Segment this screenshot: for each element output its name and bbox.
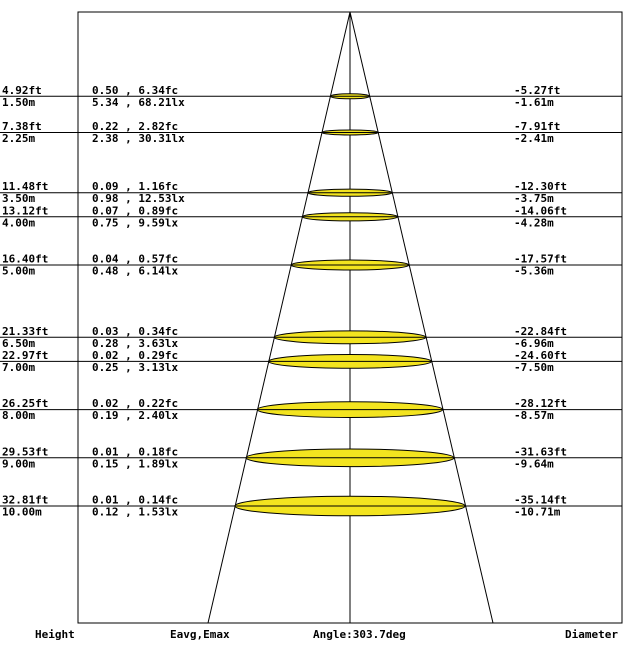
- diam-m-label: -6.96m: [514, 337, 554, 350]
- lx-label: 0.48 , 6.14lx: [92, 265, 178, 278]
- lx-label: 5.34 , 68.21lx: [92, 96, 185, 109]
- diam-m-label: -4.28m: [514, 216, 554, 229]
- lx-label: 0.12 , 1.53lx: [92, 506, 178, 519]
- height-m-label: 7.00m: [2, 361, 35, 374]
- height-m-label: 1.50m: [2, 96, 35, 109]
- height-ft-label: 26.25ft: [2, 397, 48, 410]
- fc-label: 0.01 , 0.14fc: [92, 494, 178, 507]
- lx-label: 0.28 , 3.63lx: [92, 337, 178, 350]
- lx-label: 0.98 , 12.53lx: [92, 192, 185, 205]
- cone-left-edge: [207, 11, 351, 624]
- diam-ft-label: -14.06ft: [514, 204, 567, 217]
- height-m-label: 8.00m: [2, 409, 35, 422]
- height-ft-label: 11.48ft: [2, 180, 48, 193]
- fc-label: 0.22 , 2.82fc: [92, 120, 178, 133]
- fc-label: 0.07 , 0.89fc: [92, 204, 178, 217]
- lx-label: 0.15 , 1.89lx: [92, 457, 178, 470]
- footer-eavg-emax: Eavg,Emax: [170, 628, 230, 641]
- diam-ft-label: -17.57ft: [514, 253, 567, 266]
- lx-label: 0.25 , 3.13lx: [92, 361, 178, 374]
- diam-ft-label: -22.84ft: [514, 325, 567, 338]
- lx-label: 0.19 , 2.40lx: [92, 409, 178, 422]
- diam-ft-label: -12.30ft: [514, 180, 567, 193]
- lx-label: 2.38 , 30.31lx: [92, 132, 185, 145]
- diam-m-label: -7.50m: [514, 361, 554, 374]
- diam-ft-label: -28.12ft: [514, 397, 567, 410]
- height-ft-label: 4.92ft: [2, 84, 42, 97]
- fc-label: 0.01 , 0.18fc: [92, 445, 178, 458]
- fc-label: 0.02 , 0.29fc: [92, 349, 178, 362]
- height-m-label: 5.00m: [2, 265, 35, 278]
- height-m-label: 3.50m: [2, 192, 35, 205]
- diam-ft-label: -24.60ft: [514, 349, 567, 362]
- height-ft-label: 13.12ft: [2, 204, 48, 217]
- fc-label: 0.09 , 1.16fc: [92, 180, 178, 193]
- height-m-label: 9.00m: [2, 457, 35, 470]
- diam-m-label: -5.36m: [514, 265, 554, 278]
- footer-height: Height: [35, 628, 75, 641]
- fc-label: 0.03 , 0.34fc: [92, 325, 178, 338]
- height-ft-label: 32.81ft: [2, 494, 48, 507]
- diam-m-label: -3.75m: [514, 192, 554, 205]
- lx-label: 0.75 , 9.59lx: [92, 216, 178, 229]
- height-m-label: 6.50m: [2, 337, 35, 350]
- height-m-label: 10.00m: [2, 506, 42, 519]
- diam-ft-label: -31.63ft: [514, 445, 567, 458]
- cone-right-edge: [349, 11, 494, 624]
- footer-diameter: Diameter: [565, 628, 618, 641]
- diam-m-label: -2.41m: [514, 132, 554, 145]
- height-ft-label: 29.53ft: [2, 445, 48, 458]
- height-ft-label: 16.40ft: [2, 253, 48, 266]
- diam-ft-label: -35.14ft: [514, 494, 567, 507]
- height-ft-label: 7.38ft: [2, 120, 42, 133]
- fc-label: 0.04 , 0.57fc: [92, 253, 178, 266]
- diam-m-label: -10.71m: [514, 506, 561, 519]
- fc-label: 0.50 , 6.34fc: [92, 84, 178, 97]
- height-m-label: 2.25m: [2, 132, 35, 145]
- height-ft-label: 22.97ft: [2, 349, 48, 362]
- diam-m-label: -1.61m: [514, 96, 554, 109]
- diam-m-label: -9.64m: [514, 457, 554, 470]
- diam-ft-label: -5.27ft: [514, 84, 560, 97]
- footer-angle: Angle:303.7deg: [313, 628, 406, 641]
- height-ft-label: 21.33ft: [2, 325, 48, 338]
- diam-m-label: -8.57m: [514, 409, 554, 422]
- fc-label: 0.02 , 0.22fc: [92, 397, 178, 410]
- diam-ft-label: -7.91ft: [514, 120, 560, 133]
- height-m-label: 4.00m: [2, 216, 35, 229]
